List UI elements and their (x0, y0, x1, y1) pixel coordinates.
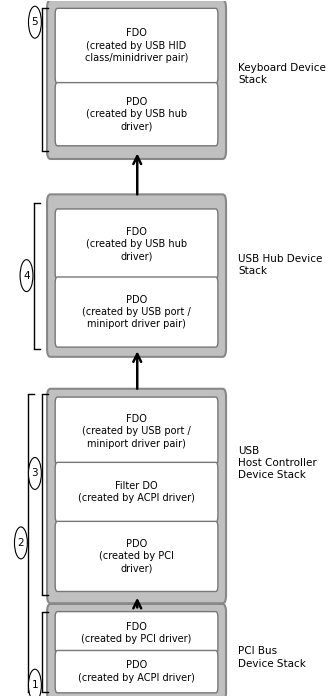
FancyBboxPatch shape (55, 209, 218, 279)
Circle shape (20, 260, 33, 291)
FancyBboxPatch shape (55, 8, 218, 84)
FancyBboxPatch shape (55, 611, 218, 654)
FancyBboxPatch shape (47, 194, 226, 357)
Text: FDO
(created by USB HID
class/minidriver pair): FDO (created by USB HID class/minidriver… (85, 29, 188, 63)
Text: PCI Bus
Device Stack: PCI Bus Device Stack (238, 646, 306, 668)
FancyBboxPatch shape (55, 521, 218, 592)
FancyBboxPatch shape (47, 389, 226, 604)
Text: PDO
(created by PCI
driver): PDO (created by PCI driver) (99, 539, 174, 574)
Circle shape (15, 527, 27, 559)
FancyBboxPatch shape (55, 462, 218, 522)
Text: 5: 5 (31, 17, 38, 27)
Text: FDO
(created by USB hub
driver): FDO (created by USB hub driver) (86, 227, 187, 261)
FancyBboxPatch shape (47, 0, 226, 159)
Text: 1: 1 (31, 680, 38, 690)
Circle shape (28, 457, 41, 489)
Text: PDO
(created by USB port /
miniport driver pair): PDO (created by USB port / miniport driv… (82, 295, 191, 330)
Text: 2: 2 (18, 538, 24, 548)
FancyBboxPatch shape (55, 650, 218, 693)
Text: FDO
(created by USB port /
miniport driver pair): FDO (created by USB port / miniport driv… (82, 414, 191, 448)
FancyBboxPatch shape (55, 397, 218, 465)
FancyBboxPatch shape (47, 604, 226, 697)
Text: 3: 3 (31, 468, 38, 478)
FancyBboxPatch shape (55, 83, 218, 146)
Text: USB Hub Device
Stack: USB Hub Device Stack (238, 254, 322, 277)
Text: Keyboard Device
Stack: Keyboard Device Stack (238, 63, 326, 86)
Text: Filter DO
(created by ACPI driver): Filter DO (created by ACPI driver) (78, 481, 195, 503)
Text: FDO
(created by PCI driver): FDO (created by PCI driver) (81, 622, 192, 644)
Text: PDO
(created by ACPI driver): PDO (created by ACPI driver) (78, 661, 195, 683)
Text: USB
Host Controller
Device Stack: USB Host Controller Device Stack (238, 445, 317, 480)
Circle shape (28, 6, 41, 38)
Text: 4: 4 (23, 270, 30, 281)
Text: PDO
(created by USB hub
driver): PDO (created by USB hub driver) (86, 97, 187, 132)
FancyBboxPatch shape (55, 277, 218, 347)
Circle shape (28, 669, 41, 697)
